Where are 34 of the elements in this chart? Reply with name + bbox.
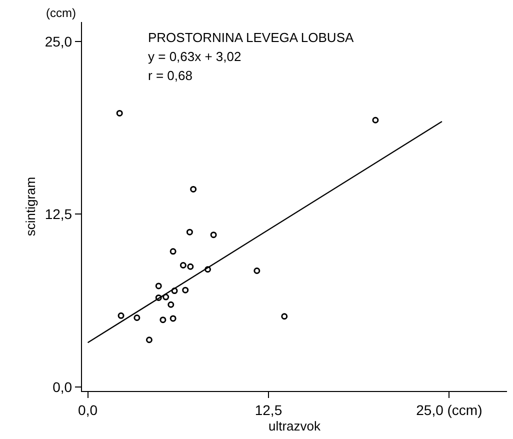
annotation: r = 0,68 [148,68,192,83]
point [187,263,194,270]
point [155,282,162,290]
annotation: y = 0,63x + 3,02 [148,49,242,64]
point [160,316,166,324]
y-tick-label: 0,0 [52,378,72,395]
x-axis-title: ultrazvok [268,418,322,434]
point [168,301,174,308]
point [372,116,379,124]
point [190,186,197,192]
point [118,312,124,319]
x-tick-label: 12,5 [254,402,282,418]
x-tick-label: 0,0 [78,402,98,418]
point [171,288,178,294]
point [116,110,123,116]
point [281,313,288,320]
point [210,232,217,238]
point [162,294,170,300]
point [155,294,162,301]
point [146,336,152,344]
y-axis-title: scintigram [22,176,38,236]
text: PROSTORNINA LEVEGA LOBUSA [148,30,354,45]
point [254,268,260,274]
point [204,266,212,273]
x-tick-label: 25,0 (ccm) [416,402,482,418]
text: (ccm) [46,6,76,20]
y-tick-label: 25,0 [44,33,72,50]
point [186,228,193,236]
point [170,315,176,322]
y-tick-label: 12,5 [44,206,72,222]
point [180,262,186,268]
point [170,248,176,255]
point [182,286,189,294]
point [134,314,140,321]
